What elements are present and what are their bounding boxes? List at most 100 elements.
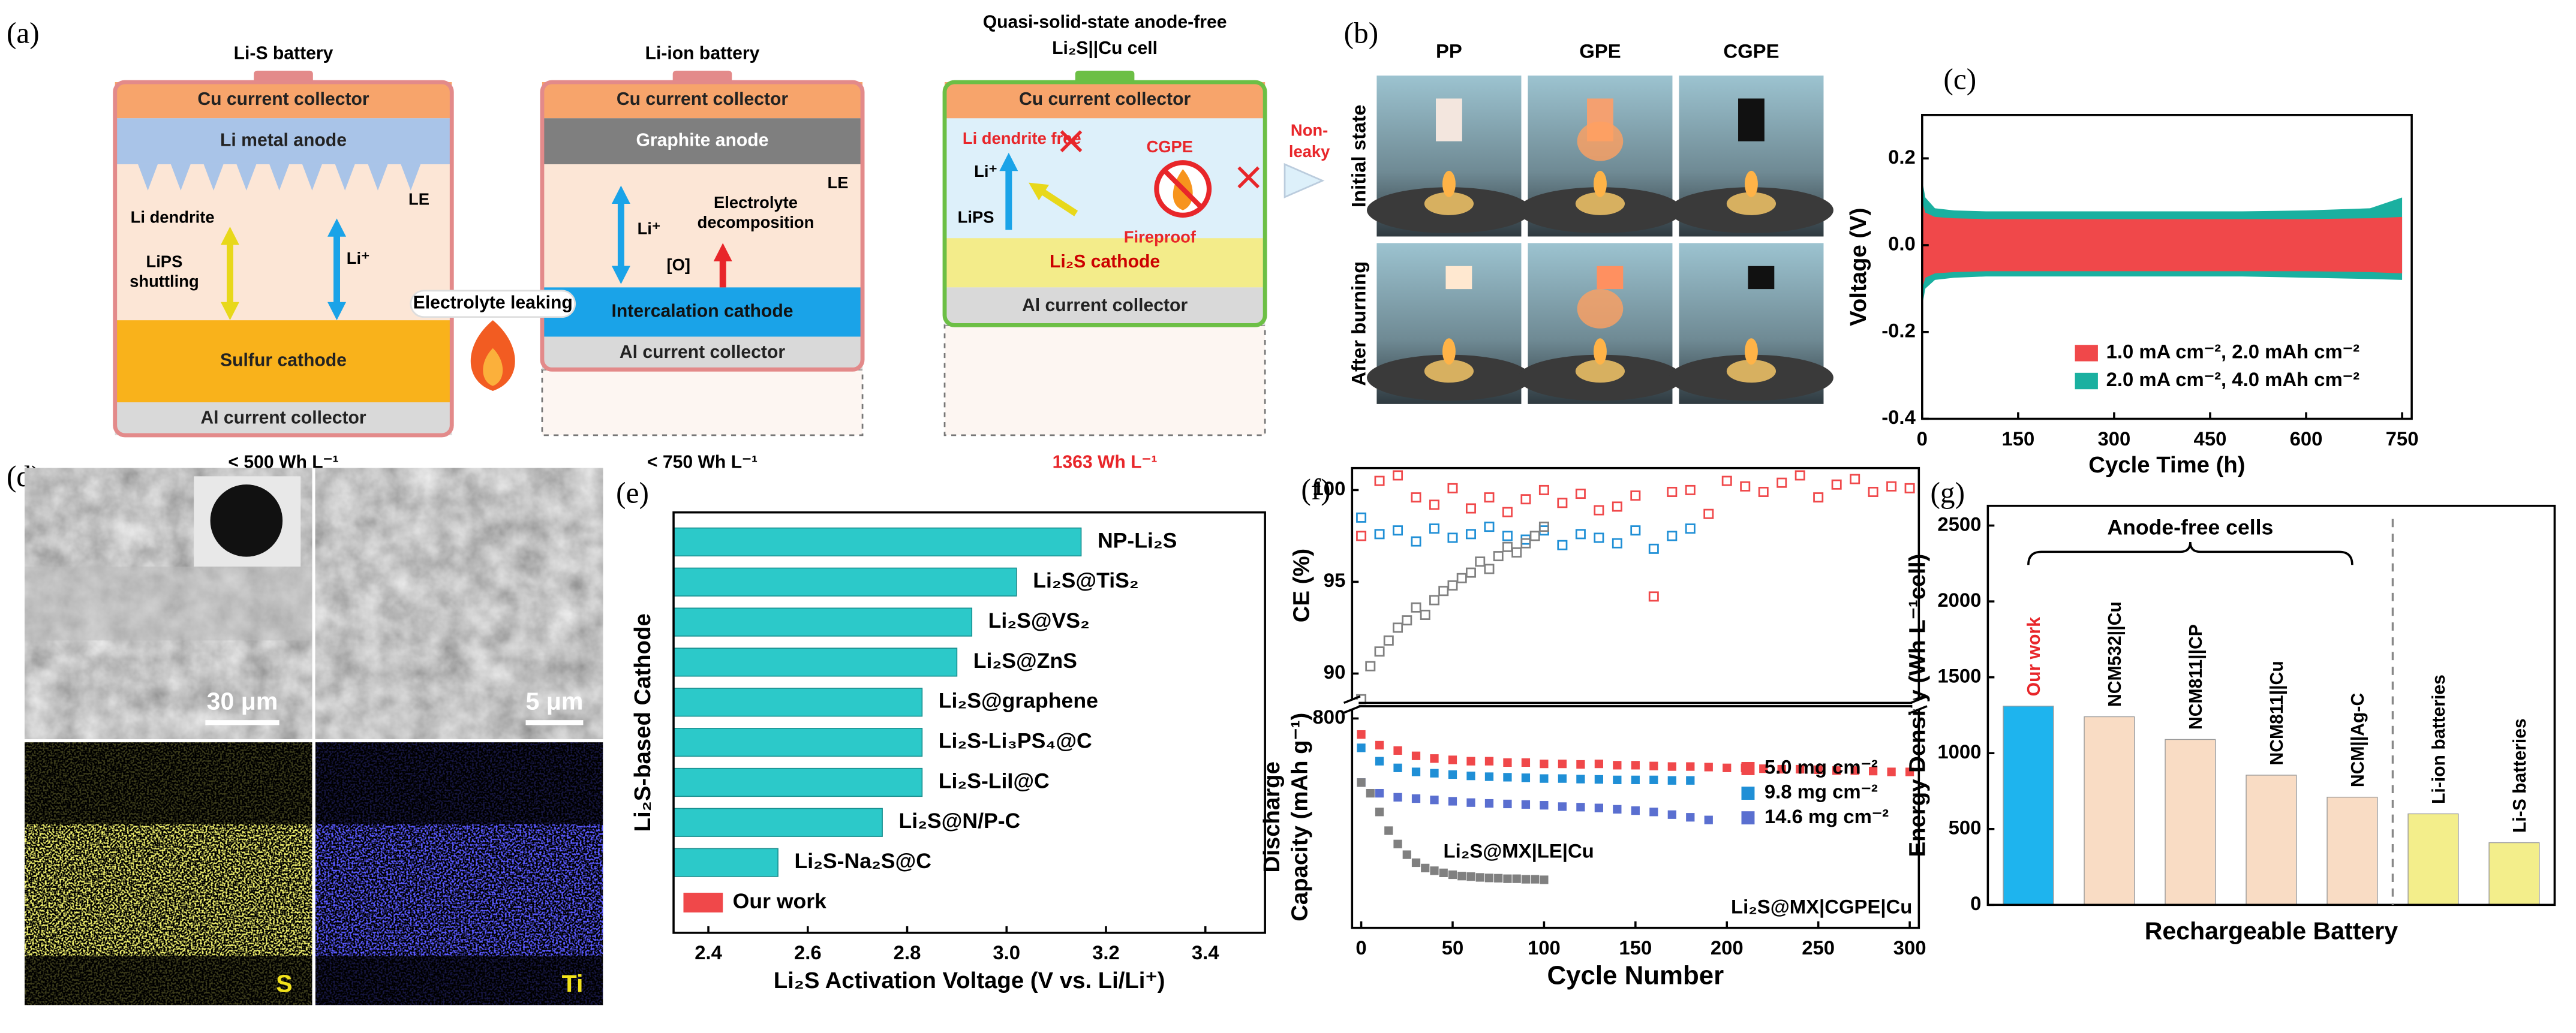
legend-label: 9.8 mg cm⁻² [1765,781,1878,803]
x-axis-label: Li₂S Activation Voltage (V vs. Li/Li⁺) [774,968,1165,993]
point [1594,775,1603,784]
point [1503,874,1512,883]
layer-label: Al current collector [620,342,785,362]
series-label: Li₂S@MX|LE|Cu [1444,839,1594,862]
bar-label: Li₂S@ZnS [973,649,1077,673]
y-tick-label: 95 [1324,569,1346,591]
point [1612,538,1622,549]
cell-layer [115,320,452,403]
scale-label: 30 μm [207,687,278,715]
arrow-head [611,185,630,204]
sample [1748,266,1775,290]
point [1375,808,1384,817]
layer-label: Li₂S cathode [1050,252,1160,272]
point [1357,730,1366,739]
bar [2165,739,2216,905]
map-label: S [276,969,292,997]
y-axis-label: Voltage (V) [1845,207,1871,326]
arrow [1036,186,1078,216]
point [1484,799,1494,808]
arrow-head [713,243,732,261]
cell-annotation: Li dendrite [131,208,215,227]
panel-label: (b) [1344,17,1378,50]
point [1777,477,1787,488]
point [1557,540,1568,550]
bar-label: Li₂S-Na₂S@C [794,849,931,873]
x-tick-label: 600 [2290,427,2323,450]
x-tick-label: 200 [1711,936,1744,959]
point [1466,872,1475,881]
x-tick-label: 450 [2194,427,2227,450]
point [1886,481,1897,492]
cell-shadow [943,324,1266,436]
cell-density: 1363 Wh L⁻¹ [1053,452,1158,472]
legend-swatch [683,893,723,912]
point [1383,635,1394,646]
point [1777,764,1786,774]
point [1484,757,1494,766]
x-tick-label: 150 [1619,936,1652,959]
x-tick-label: 300 [2098,427,2131,450]
fireproof-slash [1163,169,1203,209]
cell-layer [115,118,452,164]
bar [2326,796,2378,905]
point [1540,774,1549,783]
dendrite [236,164,257,191]
plot-frame [1351,466,1920,704]
point [1375,757,1384,766]
point [1540,801,1549,810]
point [1447,483,1458,493]
x-tick-label: 750 [2386,427,2419,450]
point [1703,508,1714,519]
point [1575,489,1586,499]
point [1447,580,1458,591]
point [1439,868,1448,878]
point [1366,788,1375,798]
point [1649,808,1658,817]
point [1448,870,1457,880]
cell-annotation: Li⁺ [974,162,997,180]
point [1721,475,1732,486]
point [1850,766,1859,775]
x-tick-label: 250 [1802,936,1835,959]
arrow-head [327,218,347,237]
point [1529,531,1540,541]
point [1357,778,1366,787]
dendrite [368,164,388,191]
callout-bg [410,290,576,318]
point [1429,523,1439,534]
x-tick-label: 100 [1528,936,1561,959]
point [1374,646,1385,657]
point [1648,591,1659,602]
y-tick-label: 500 [1949,816,1982,838]
cell-title: Quasi-solid-state anode-free [983,12,1227,32]
bar [673,688,923,717]
point [1538,522,1549,532]
bar-label: Li₂S@VS₂ [988,609,1090,633]
point [1576,803,1585,812]
sample [1445,266,1472,290]
break-mark [1910,695,1928,704]
bar-category: NCM811||CP [2186,624,2206,730]
callout: Electrolyte leaking [413,293,573,313]
point [1420,610,1430,620]
y-tick-label: -0.2 [1881,319,1916,341]
point [1456,573,1467,583]
bar-category: Li-S batteries [2510,718,2530,833]
leak-arrow [1284,162,1325,198]
map-label: Ti [562,969,584,997]
x-tick-label: 2.8 [894,941,921,963]
arrow-head [611,266,630,284]
y-tick-label: 1500 [1937,664,1981,686]
brace [2027,541,2353,565]
eds-speckle [25,742,312,1005]
cell-annotation: Li⁺ [347,249,370,267]
cell-annotation: Electrolyte [714,193,798,212]
dendrite [302,164,322,191]
point [1411,767,1421,776]
bar [2003,706,2054,905]
point [1631,806,1640,815]
cross [1060,130,1083,152]
point [1649,775,1658,784]
panel-label: (g) [1931,477,1965,510]
